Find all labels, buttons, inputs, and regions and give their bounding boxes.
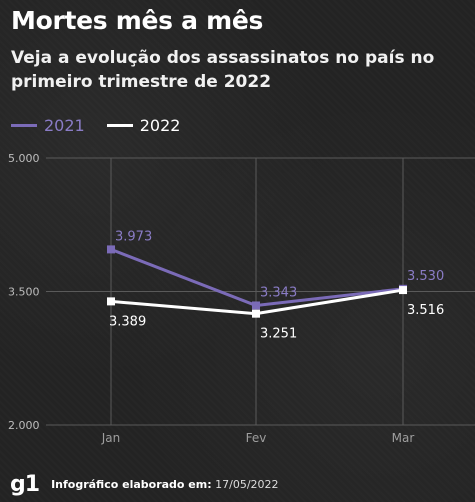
data-point-2021 <box>252 301 260 310</box>
data-label-2021: 3.973 <box>115 229 152 244</box>
g1-logo: g1 <box>10 471 40 497</box>
legend: 2021 2022 <box>11 116 180 135</box>
line-chart: 2.000 3.500 5.000 Jan Fev Mar 3.973 3.343 3.530 3… <box>8 152 475 445</box>
footer-credit-label: Infográfico elaborado em: <box>51 477 212 491</box>
legend-label-2022: 2022 <box>139 116 181 135</box>
x-tick-label: Fev <box>246 431 267 445</box>
data-label-2022: 3.389 <box>109 314 146 329</box>
data-label-2021: 3.530 <box>407 269 444 284</box>
data-label-2022: 3.516 <box>407 303 444 318</box>
legend-label-2021: 2021 <box>44 116 85 135</box>
data-point-2022 <box>107 297 115 306</box>
data-point-2021 <box>107 245 115 254</box>
x-tick-label: Mar <box>392 431 415 445</box>
data-point-2022 <box>252 309 260 318</box>
y-tick-label: 5.000 <box>8 152 40 165</box>
footer-credit: Infográfico elaborado em: 17/05/2022 <box>51 478 278 491</box>
chart-title: Mortes mês a mês <box>11 6 264 35</box>
legend-item-2021: 2021 <box>11 116 85 135</box>
data-label-2022: 3.251 <box>260 327 297 342</box>
data-point-2022 <box>399 286 407 295</box>
y-tick-label: 3.500 <box>8 286 40 299</box>
x-tick-label: Jan <box>101 431 121 445</box>
footer-credit-date: 17/05/2022 <box>215 477 279 491</box>
chart-subtitle: Veja a evolução dos assassinatos no país… <box>11 48 435 92</box>
data-label-2021: 3.343 <box>260 285 297 300</box>
y-tick-label: 2.000 <box>8 419 40 432</box>
legend-swatch-2021 <box>11 124 37 127</box>
legend-item-2022: 2022 <box>106 116 181 135</box>
footer: g1 Infográfico elaborado em: 17/05/2022 <box>0 466 475 502</box>
legend-swatch-2022 <box>106 124 133 127</box>
